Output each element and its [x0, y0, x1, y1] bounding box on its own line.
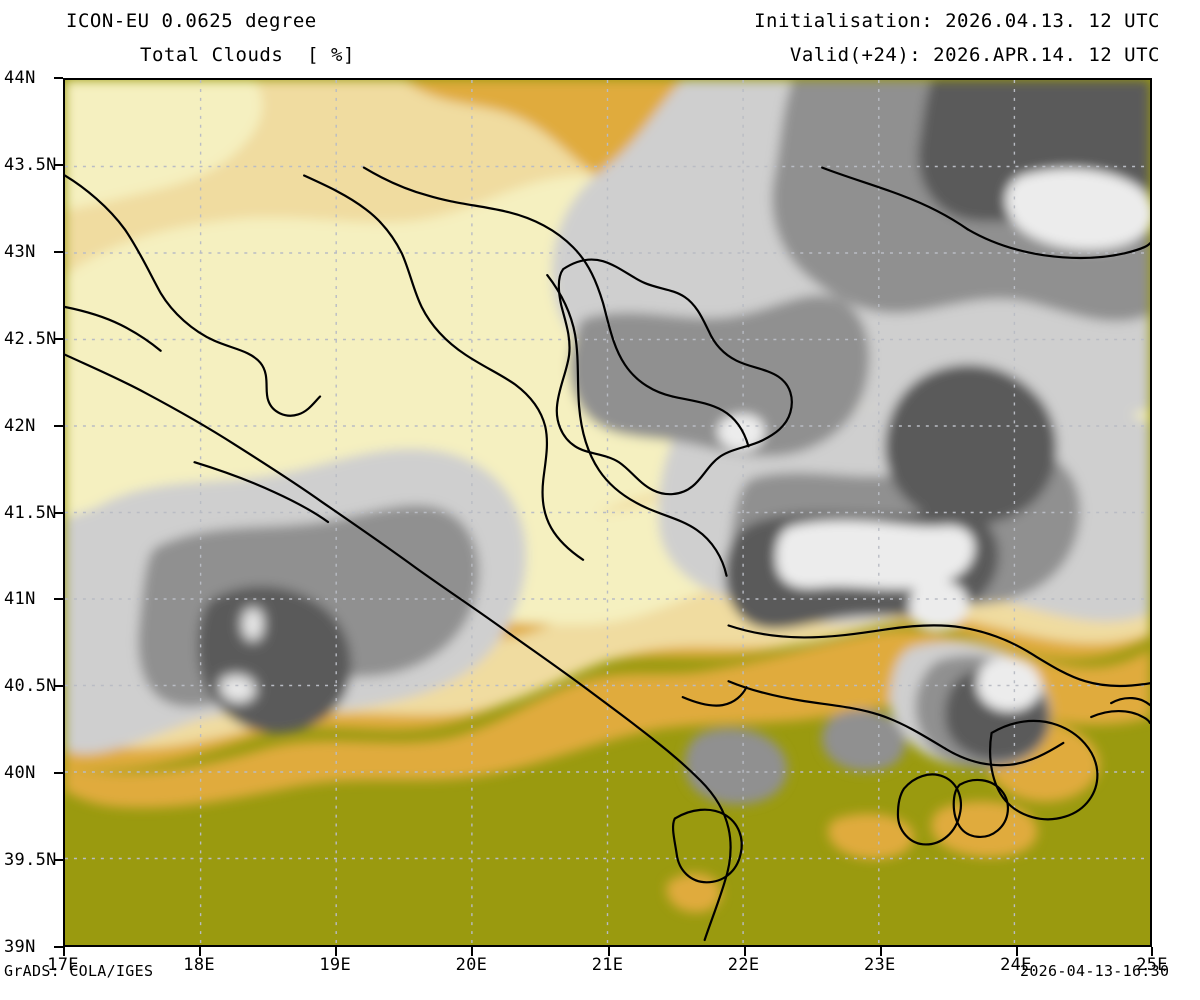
y-tick-mark	[54, 685, 63, 688]
render-timestamp: 2026-04-13-16:30	[1020, 962, 1170, 980]
y-tick-label-42.5n: 42.5N	[4, 328, 57, 349]
initialisation-time: Initialisation: 2026.04.13. 12 UTC	[754, 10, 1160, 32]
x-tick-label-23e: 23E	[863, 955, 896, 975]
y-tick-label-39.5n: 39.5N	[4, 850, 57, 871]
x-tick-mark	[471, 947, 474, 956]
x-tick-label-19e: 19E	[319, 955, 351, 975]
map-gridlines	[65, 80, 1150, 945]
x-tick-label-24e: 24E	[1000, 955, 1032, 975]
y-tick-label-40n: 40N	[4, 763, 36, 784]
x-tick-mark	[199, 947, 202, 956]
y-tick-mark	[54, 163, 63, 166]
y-tick-label-43.5n: 43.5N	[4, 154, 57, 175]
x-tick-label-17e: 17E	[47, 955, 79, 975]
x-tick-label-21e: 21E	[591, 955, 624, 975]
x-tick-mark	[1151, 947, 1153, 956]
y-tick-label-42n: 42N	[4, 415, 36, 436]
x-tick-label-22e: 22E	[727, 955, 760, 975]
y-tick-mark	[54, 511, 63, 514]
y-tick-label-44n: 44N	[4, 68, 36, 88]
y-tick-label-40.5n: 40.5N	[4, 676, 57, 697]
x-tick-mark	[335, 947, 338, 956]
valid-time: Valid(+24): 2026.APR.14. 12 UTC	[789, 44, 1160, 66]
x-tick-mark	[63, 947, 65, 956]
coastline-and-borders	[65, 166, 1150, 942]
x-tick-mark	[743, 947, 746, 956]
y-tick-mark	[54, 424, 63, 427]
y-tick-mark	[54, 946, 63, 948]
y-tick-label-41n: 41N	[4, 589, 36, 610]
y-tick-label-41.5n: 41.5N	[4, 502, 57, 523]
y-tick-label-43n: 43N	[4, 241, 36, 262]
y-tick-mark	[54, 250, 63, 253]
y-tick-label-39n: 39N	[4, 937, 36, 957]
map-plot-area[interactable]	[63, 78, 1152, 947]
y-tick-mark	[54, 77, 63, 79]
y-tick-mark	[54, 772, 63, 775]
model-title: ICON-EU 0.0625 degree	[66, 10, 317, 32]
x-tick-label-18e: 18E	[183, 955, 215, 975]
y-tick-mark	[54, 598, 63, 601]
x-tick-mark	[1015, 947, 1018, 956]
grads-credit: GrADS: COLA/IGES	[4, 962, 154, 980]
y-tick-mark	[54, 337, 63, 340]
field-title: Total Clouds [ %]	[140, 44, 355, 66]
cloud-cover-map	[65, 80, 1150, 945]
x-tick-mark	[879, 947, 882, 956]
x-tick-label-25e: 25E	[1136, 955, 1168, 975]
x-tick-label-20e: 20E	[455, 955, 488, 975]
x-tick-mark	[607, 947, 610, 956]
y-tick-mark	[54, 859, 63, 862]
